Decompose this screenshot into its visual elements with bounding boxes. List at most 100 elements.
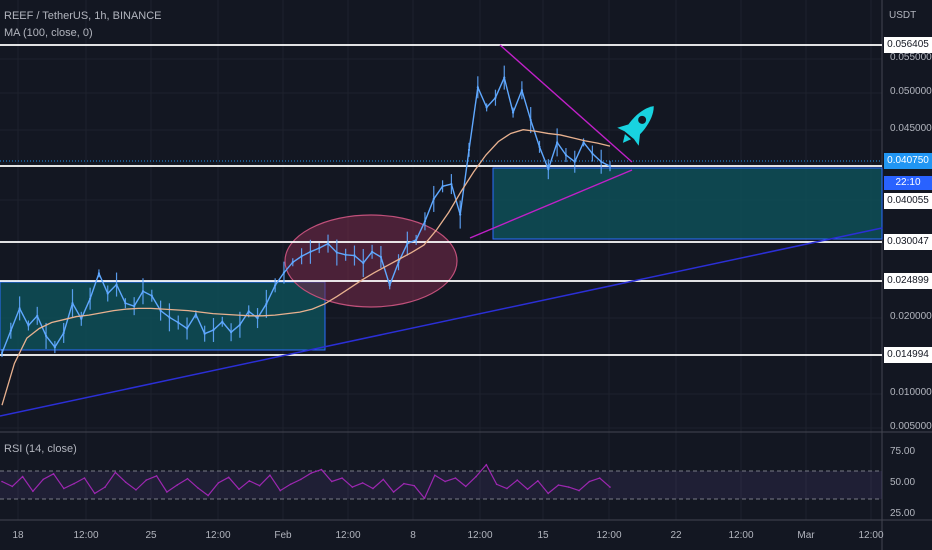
price-point-42 — [370, 250, 374, 253]
price-point-0 — [0, 351, 4, 355]
y-tick-label-4: 0.020000 — [890, 311, 932, 322]
rocket-fin-right — [633, 131, 641, 146]
rsi-point-38 — [392, 491, 395, 493]
price-point-27 — [238, 323, 242, 326]
price-point-48 — [423, 220, 427, 223]
rsi-point-46 — [475, 475, 477, 478]
x-tick-label-7: 12:00 — [467, 530, 493, 541]
price-point-55 — [485, 106, 488, 109]
price-point-39 — [344, 253, 347, 256]
price-point-31 — [274, 284, 277, 287]
price-point-46 — [406, 242, 409, 245]
price-point-45 — [397, 261, 400, 264]
x-tick-label-10: 22 — [670, 530, 682, 541]
price-point-36 — [318, 246, 321, 250]
current-price-tag: 0.040750 — [884, 153, 932, 169]
price-point-20 — [177, 321, 180, 324]
price-point-1 — [9, 329, 12, 332]
price-point-57 — [503, 76, 506, 79]
rsi-point-29 — [300, 478, 302, 481]
rsi-point-1 — [11, 485, 14, 488]
level-price-tag-2: 0.030047 — [884, 234, 932, 250]
rsi-point-40 — [413, 484, 416, 487]
rsi-point-15 — [155, 475, 158, 477]
rsi-point-23 — [238, 488, 240, 491]
price-point-9 — [80, 317, 83, 320]
price-point-19 — [168, 316, 171, 319]
rsi-point-5 — [52, 473, 55, 475]
rsi-point-22 — [227, 476, 230, 479]
rsi-point-6 — [63, 487, 65, 490]
price-point-64 — [564, 153, 568, 157]
y-tick-label-1: 0.050000 — [890, 86, 932, 97]
x-tick-label-5: 12:00 — [335, 530, 361, 541]
rocket-icon — [617, 106, 654, 146]
price-point-41 — [362, 261, 365, 265]
rsi-point-49 — [506, 487, 508, 490]
rsi-point-47 — [485, 463, 488, 466]
rsi-point-56 — [578, 489, 580, 492]
rsi-point-7 — [73, 482, 75, 485]
rsi-point-25 — [258, 484, 261, 487]
rsi-point-24 — [248, 480, 251, 482]
triangle-upper-line — [499, 44, 633, 163]
price-point-53 — [467, 148, 471, 151]
x-tick-label-3: 12:00 — [205, 530, 231, 541]
rsi-point-33 — [341, 477, 343, 479]
rsi-series — [1, 463, 611, 500]
rsi-point-41 — [423, 497, 426, 500]
price-point-65 — [573, 160, 576, 163]
price-point-4 — [36, 314, 39, 317]
price-point-67 — [591, 152, 594, 155]
price-point-16 — [141, 290, 145, 293]
price-point-7 — [62, 331, 65, 335]
price-point-66 — [582, 141, 585, 144]
rsi-point-2 — [21, 475, 24, 478]
price-point-35 — [309, 250, 312, 253]
rsi-point-59 — [609, 486, 611, 488]
price-point-37 — [326, 242, 330, 245]
y-tick-label-5: 0.010000 — [890, 387, 932, 398]
y-tick-label-2: 0.045000 — [890, 123, 932, 134]
price-point-43 — [379, 255, 382, 259]
price-point-12 — [106, 292, 109, 295]
rsi-point-19 — [196, 487, 199, 489]
rsi-point-28 — [289, 483, 292, 486]
price-point-24 — [212, 328, 215, 332]
price-point-34 — [300, 255, 303, 258]
price-point-8 — [71, 302, 74, 305]
rsi-point-52 — [537, 480, 539, 482]
rsi-point-50 — [516, 479, 519, 481]
price-point-2 — [18, 307, 21, 310]
price-point-29 — [256, 316, 259, 320]
x-tick-label-0: 18 — [12, 530, 24, 541]
rsi-point-37 — [382, 478, 385, 481]
rsi-point-14 — [145, 479, 148, 481]
rsi-point-9 — [93, 492, 96, 495]
price-point-50 — [441, 185, 444, 188]
price-point-44 — [388, 284, 391, 287]
symbol-legend: REEF / TetherUS, 1h, BINANCE — [4, 10, 162, 22]
price-point-17 — [150, 294, 153, 297]
rsi-point-27 — [279, 489, 282, 492]
rsi-point-55 — [567, 486, 570, 488]
x-tick-label-4: Feb — [274, 530, 292, 541]
price-point-61 — [538, 145, 541, 148]
level-price-tag-3: 0.024899 — [884, 273, 932, 289]
price-point-62 — [547, 168, 550, 171]
price-point-30 — [265, 302, 268, 306]
price-point-68 — [600, 160, 603, 163]
x-tick-label-12: Mar — [797, 530, 815, 541]
rsi-tick-label-0: 75.00 — [890, 446, 916, 457]
price-point-15 — [133, 305, 136, 308]
rsi-point-12 — [124, 481, 127, 484]
x-tick-label-13: 12:00 — [858, 530, 884, 541]
rsi-point-16 — [166, 491, 168, 493]
rsi-point-10 — [104, 486, 106, 488]
level-price-tag-1: 0.040055 — [884, 193, 932, 209]
rsi-point-44 — [454, 477, 457, 479]
price-point-59 — [520, 89, 523, 92]
rsi-point-8 — [83, 477, 86, 479]
rsi-point-4 — [42, 478, 45, 481]
